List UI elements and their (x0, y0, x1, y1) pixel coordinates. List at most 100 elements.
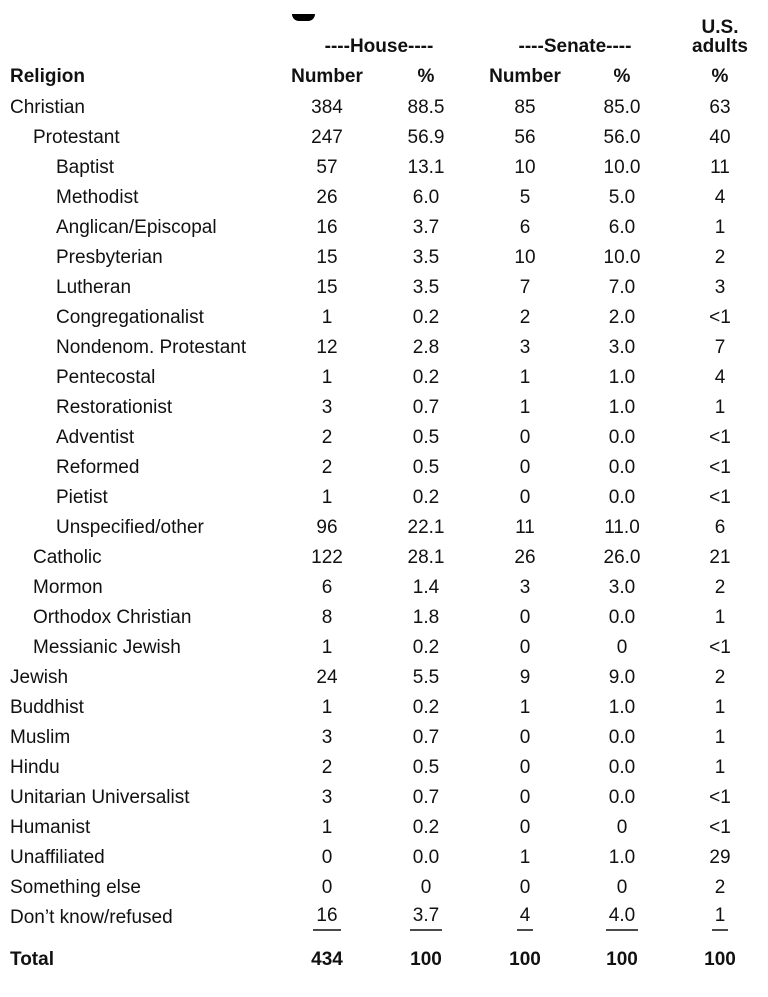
senate-number-cell: 4 (478, 903, 572, 933)
table-row: Unspecified/other 96 22.1 11 11.0 6 (0, 513, 768, 543)
senate-percent-cell: 0.0 (608, 487, 636, 508)
senate-number-cell: 1 (519, 697, 531, 718)
table-row: Protestant 247 56.9 56 56.0 40 (0, 123, 768, 153)
religion-cell: Hindu (10, 757, 60, 778)
senate-percent-cell: 6.0 (608, 217, 636, 238)
senate-percent-cell: 0 (616, 637, 628, 658)
us-adults-percent-cell: 40 (709, 127, 731, 148)
table-row: Don’t know/refused 16 3.7 4 4.0 1 (0, 903, 768, 933)
underlined-value: 4 (516, 905, 534, 931)
religion-cell: Total (10, 949, 54, 970)
house-number-cell: 247 (311, 127, 343, 148)
senate-percent-cell: 0.0 (608, 787, 636, 808)
us-adults-percent-cell: 2 (714, 877, 726, 898)
us-adults-percent-cell: <1 (709, 427, 731, 448)
house-percent-cell: 0.7 (412, 787, 440, 808)
total-row: Total 434 100 100 100 100 (0, 933, 768, 975)
house-percent-cell: 0 (420, 877, 432, 898)
senate-percent-cell: 5.0 (608, 187, 636, 208)
underlined-value: 3.7 (409, 905, 443, 931)
house-percent-cell: 3.7 (412, 217, 440, 238)
table-body: Christian 384 88.5 85 85.0 63 Protestant 247 56.… (0, 93, 768, 975)
us-adults-percent-cell: <1 (709, 817, 731, 838)
senate-percent-cell: 0.0 (608, 727, 636, 748)
house-number-cell: 57 (316, 157, 338, 178)
us-adults-percent-cell: 1 (672, 903, 768, 933)
us-adults-percent-cell: <1 (709, 637, 731, 658)
house-percent-cell: 0.7 (412, 397, 440, 418)
table-row: Adventist 2 0.5 0 0.0 <1 (0, 423, 768, 453)
us-adults-percent-cell: 1 (714, 697, 726, 718)
senate-number-cell: 26 (514, 547, 536, 568)
house-percent-cell: 5.5 (412, 667, 440, 688)
senate-number-cell: 0 (519, 787, 531, 808)
religion-cell: Lutheran (56, 277, 132, 298)
senate-percent-cell: 10.0 (603, 157, 641, 178)
house-number-cell: 24 (316, 667, 338, 688)
religion-cell: Protestant (33, 127, 120, 148)
us-adults-header-line2: adults (692, 36, 748, 56)
house-percent-cell: 3.7 (374, 903, 478, 933)
religion-cell: Nondenom. Protestant (56, 337, 247, 358)
table-row: Orthodox Christian 8 1.8 0 0.0 1 (0, 603, 768, 633)
column-header-us-adults-percent: % (711, 66, 729, 87)
table-row: Pietist 1 0.2 0 0.0 <1 (0, 483, 768, 513)
senate-number-cell: 0 (519, 637, 531, 658)
senate-percent-cell: 3.0 (608, 337, 636, 358)
us-adults-percent-cell: 1 (714, 757, 726, 778)
senate-number-cell: 10 (514, 157, 536, 178)
senate-number-cell: 9 (519, 667, 531, 688)
religion-cell: Orthodox Christian (33, 607, 192, 628)
table-row: Unitarian Universalist 3 0.7 0 0.0 <1 (0, 783, 768, 813)
house-number-cell: 3 (321, 787, 333, 808)
table-row: Methodist 26 6.0 5 5.0 4 (0, 183, 768, 213)
house-percent-cell: 13.1 (407, 157, 445, 178)
senate-number-cell: 6 (519, 217, 531, 238)
us-adults-percent-cell: <1 (709, 787, 731, 808)
us-adults-percent-cell: 7 (714, 337, 726, 358)
table-row: Nondenom. Protestant 12 2.8 3 3.0 7 (0, 333, 768, 363)
senate-number-cell: 0 (519, 757, 531, 778)
house-number-cell: 26 (316, 187, 338, 208)
house-percent-cell: 88.5 (407, 97, 445, 118)
house-number-cell: 3 (321, 397, 333, 418)
senate-percent-cell: 56.0 (603, 127, 641, 148)
religion-cell: Unaffiliated (10, 847, 105, 868)
us-adults-percent-cell: 2 (714, 577, 726, 598)
us-adults-percent-cell: 1 (714, 607, 726, 628)
senate-percent-cell: 0.0 (608, 457, 636, 478)
group-header-row: ----House---- ----Senate---- U.S. adults (0, 14, 768, 56)
house-percent-cell: 22.1 (407, 517, 445, 538)
us-adults-percent-cell: 4 (714, 367, 726, 388)
house-percent-cell: 0.2 (412, 367, 440, 388)
us-adults-percent-cell: <1 (709, 457, 731, 478)
house-number-cell: 15 (316, 247, 338, 268)
religion-cell: Adventist (56, 427, 135, 448)
senate-percent-cell: 3.0 (608, 577, 636, 598)
house-percent-cell: 2.8 (412, 337, 440, 358)
senate-number-cell: 0 (519, 457, 531, 478)
senate-number-cell: 3 (519, 337, 531, 358)
table-row: Hindu 2 0.5 0 0.0 1 (0, 753, 768, 783)
us-adults-percent-cell: 1 (714, 727, 726, 748)
senate-number-cell: 2 (519, 307, 531, 328)
house-percent-cell: 3.5 (412, 277, 440, 298)
table-row: Pentecostal 1 0.2 1 1.0 4 (0, 363, 768, 393)
religion-cell: Reformed (56, 457, 140, 478)
table-row: Congregationalist 1 0.2 2 2.0 <1 (0, 303, 768, 333)
house-number-cell: 1 (321, 637, 333, 658)
senate-percent-cell: 0 (616, 817, 628, 838)
senate-percent-cell: 1.0 (608, 697, 636, 718)
house-percent-cell: 0.5 (412, 427, 440, 448)
senate-number-cell: 1 (519, 367, 531, 388)
religion-cell: Humanist (10, 817, 91, 838)
underlined-value: 1 (711, 905, 729, 931)
house-number-cell: 16 (280, 903, 374, 933)
table-row: Baptist 57 13.1 10 10.0 11 (0, 153, 768, 183)
house-number-cell: 1 (321, 367, 333, 388)
house-number-cell: 2 (321, 757, 333, 778)
religion-cell: Catholic (33, 547, 102, 568)
underlined-value: 4.0 (605, 905, 639, 931)
house-percent-cell: 0.7 (412, 727, 440, 748)
religion-cell: Jewish (10, 667, 69, 688)
